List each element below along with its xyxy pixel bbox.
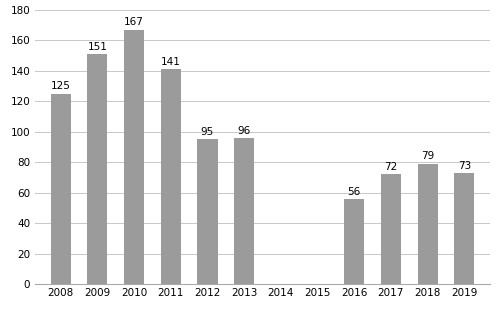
Text: 141: 141 — [161, 57, 180, 67]
Bar — [88, 54, 108, 284]
Bar — [381, 174, 401, 284]
Bar — [234, 138, 254, 284]
Bar — [454, 173, 474, 284]
Text: 95: 95 — [201, 127, 214, 137]
Text: 125: 125 — [50, 81, 70, 91]
Text: 73: 73 — [458, 161, 471, 171]
Bar — [124, 29, 144, 284]
Bar — [50, 94, 71, 284]
Text: 72: 72 — [384, 162, 398, 172]
Text: 167: 167 — [124, 17, 144, 27]
Text: 79: 79 — [421, 151, 434, 162]
Bar — [160, 69, 181, 284]
Text: 96: 96 — [238, 126, 251, 136]
Text: 151: 151 — [88, 42, 108, 52]
Text: 56: 56 — [348, 187, 361, 196]
Bar — [198, 139, 218, 284]
Bar — [418, 164, 438, 284]
Bar — [344, 199, 364, 284]
